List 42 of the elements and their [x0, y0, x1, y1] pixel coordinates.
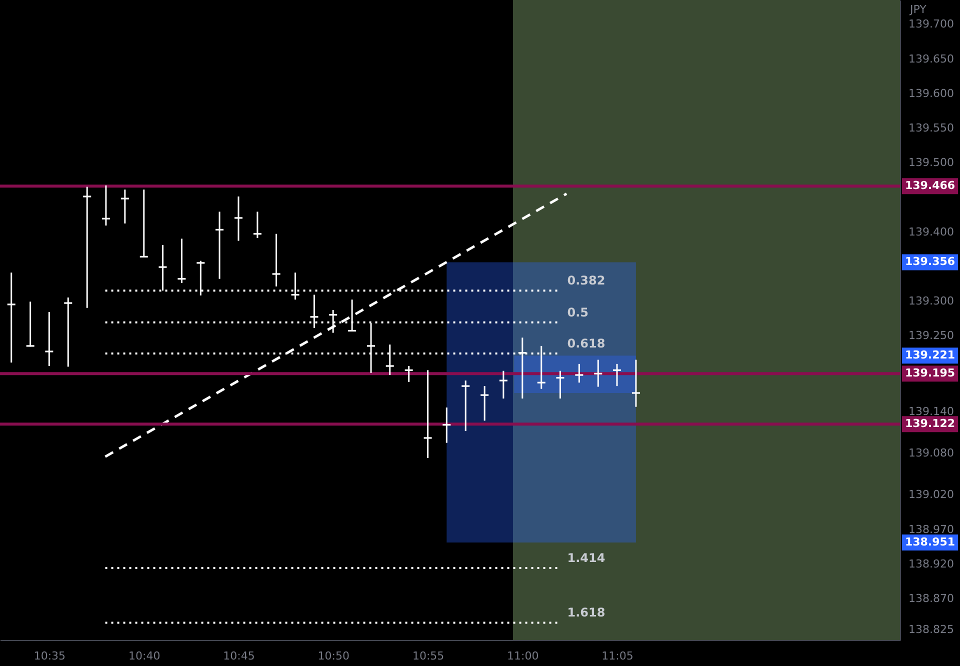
- y-tick-label: 139.600: [908, 86, 954, 100]
- x-tick-label: 10:40: [128, 650, 160, 662]
- ref-line-label: 139.122: [904, 417, 956, 430]
- series-label: 0.618: [567, 336, 606, 351]
- x-tick-label: 10:50: [318, 650, 350, 662]
- candlestick: [632, 359, 640, 408]
- candlestick: [424, 369, 432, 459]
- y-tick-label: 138.920: [908, 557, 954, 570]
- y-tick-label: 139.500: [908, 156, 954, 170]
- x-tick-label: 11:00: [507, 650, 539, 662]
- text: 139.221: [904, 348, 956, 362]
- y-axis-title: JPY: [909, 3, 927, 16]
- y-tick-label: 139.300: [908, 294, 954, 308]
- y-tick-label: 139.250: [908, 329, 954, 342]
- y-tick-label: 139.700: [908, 18, 954, 31]
- text: 139.356: [904, 255, 956, 268]
- text: 138.951: [904, 535, 956, 548]
- candlestick: [45, 311, 54, 367]
- candlestick: [272, 233, 280, 288]
- series-label: 0.382: [567, 274, 606, 288]
- ref-line-label: 139.195: [904, 366, 956, 380]
- y-tick-label: 138.970: [908, 522, 954, 536]
- series-label: 1.618: [567, 606, 606, 620]
- series-label: 0.5: [567, 305, 589, 320]
- candlestick: [83, 186, 92, 309]
- series-label: 1.414: [567, 551, 606, 566]
- y-tick-label: 139.550: [908, 122, 954, 134]
- candlestick: [575, 363, 584, 384]
- y-tick-label: 139.080: [908, 446, 954, 460]
- y-tick-label: 138.825: [908, 623, 954, 636]
- candlestick: [499, 370, 508, 400]
- x-tick-label: 11:05: [602, 650, 634, 662]
- x-tick-label: 10:45: [223, 650, 255, 662]
- y-tick-label: 139.400: [908, 225, 954, 238]
- y-tick-label: 139.140: [908, 405, 954, 418]
- y-tick-label: 138.870: [908, 592, 954, 605]
- candlestick: [64, 296, 72, 368]
- y-tick-label: 139.020: [908, 488, 954, 502]
- y-tick-label: 139.650: [908, 52, 954, 66]
- x-tick-label: 10:35: [34, 650, 66, 662]
- ref-line-label: 139.466: [904, 179, 956, 192]
- x-tick-label: 10:55: [412, 650, 444, 662]
